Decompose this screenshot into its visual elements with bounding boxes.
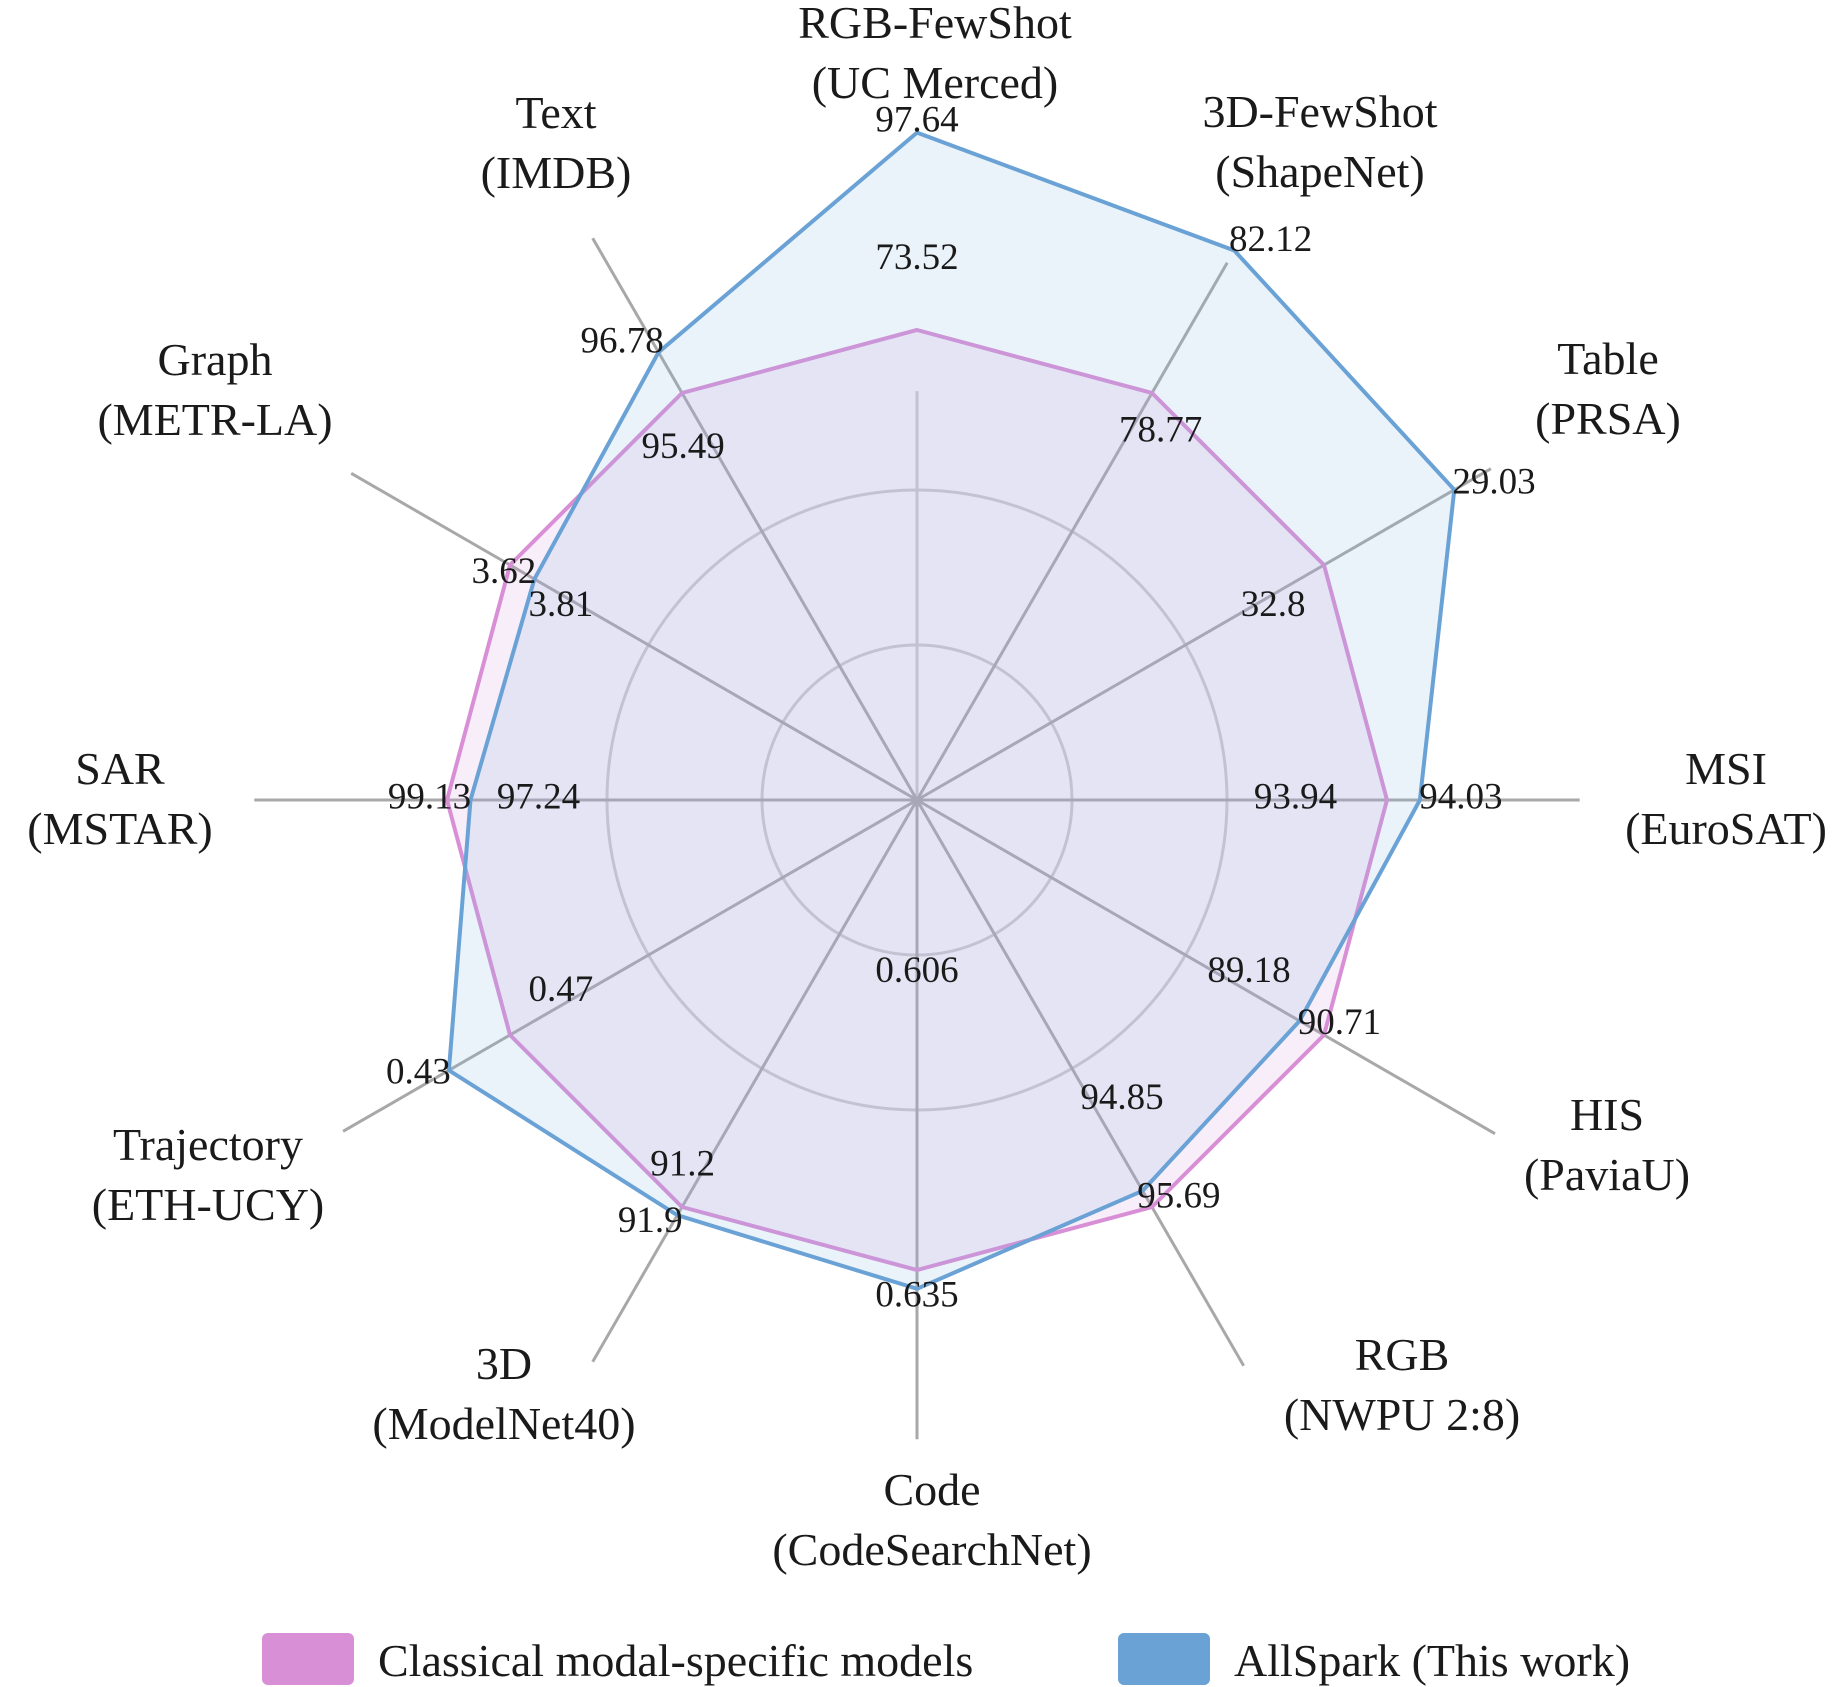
axis-label-msi: MSI (EuroSAT) xyxy=(1625,743,1827,854)
series-allspark-polygon xyxy=(446,130,1457,1291)
axis-label-3d: 3D (ModelNet40) xyxy=(372,1338,635,1449)
legend-swatch-classical xyxy=(262,1633,354,1685)
spoke-3d-fewshot xyxy=(915,261,1229,801)
legend-swatch-allspark xyxy=(1118,1633,1210,1685)
axis-label-table: Table (PRSA) xyxy=(1535,333,1681,444)
axis-label-text: Text (IMDB) xyxy=(481,87,632,198)
axis-label-his: HIS (PaviaU) xyxy=(1524,1089,1690,1200)
spoke-text xyxy=(591,237,919,801)
value-label-allspark-table: 29.03 xyxy=(1452,462,1535,503)
axis-label-graph: Graph (METR-LA) xyxy=(97,334,332,445)
value-labels: 73.52 97.64 78.77 82.12 32.8 29.03 93.94 94.03 8… xyxy=(386,100,1536,1316)
series-classical-polygon xyxy=(444,327,1390,1273)
value-label-allspark-rgb: 95.69 xyxy=(1137,1175,1220,1216)
axis-label-3d-fewshot: 3D-FewShot (ShapeNet) xyxy=(1202,86,1437,197)
value-label-classical-table: 32.8 xyxy=(1241,584,1306,625)
value-label-allspark-code: 0.635 xyxy=(875,1275,958,1316)
value-label-allspark-graph: 3.62 xyxy=(471,551,536,592)
chart-legend: Classical modal-specific models AllSpark… xyxy=(262,1633,1630,1686)
axis-labels: RGB-FewShot (UC Merced) 3D-FewShot (ShapeNe… xyxy=(27,0,1827,1575)
value-label-allspark-3d-fewshot: 82.12 xyxy=(1229,219,1312,260)
value-label-classical-trajectory: 0.47 xyxy=(528,969,593,1010)
spoke-graph xyxy=(350,472,918,802)
spoke-trajectory xyxy=(342,798,918,1133)
value-label-allspark-3d: 91.9 xyxy=(618,1200,683,1241)
value-label-classical-code: 0.606 xyxy=(875,950,958,991)
legend-label-classical: Classical modal-specific models xyxy=(378,1635,973,1686)
axis-label-sar: SAR (MSTAR) xyxy=(27,743,212,854)
value-label-classical-3d: 91.2 xyxy=(650,1144,715,1185)
legend-label-allspark: AllSpark (This work) xyxy=(1234,1635,1630,1686)
radar-spokes xyxy=(254,237,1580,1440)
value-label-allspark-rgb-fewshot: 97.64 xyxy=(875,100,958,141)
value-label-allspark-sar: 99.13 xyxy=(388,776,471,817)
axis-label-code: Code (CodeSearchNet) xyxy=(772,1464,1091,1575)
value-label-allspark-msi: 94.03 xyxy=(1419,776,1502,817)
spoke-table xyxy=(916,467,1492,802)
value-label-classical-text: 95.49 xyxy=(641,426,724,467)
value-label-allspark-text: 96.78 xyxy=(581,321,664,362)
value-label-classical-rgb: 94.85 xyxy=(1080,1077,1163,1118)
value-label-classical-his: 89.18 xyxy=(1207,950,1290,991)
axis-label-trajectory: Trajectory (ETH-UCY) xyxy=(92,1119,325,1230)
value-label-classical-graph: 3.81 xyxy=(528,584,593,625)
radar-series xyxy=(444,130,1457,1291)
spoke-his xyxy=(916,798,1496,1135)
axis-label-rgb-fewshot: RGB-FewShot (UC Merced) xyxy=(798,0,1072,108)
spoke-rgb xyxy=(915,799,1245,1367)
value-label-classical-3d-fewshot: 78.77 xyxy=(1119,409,1202,450)
axis-label-rgb: RGB (NWPU 2:8) xyxy=(1284,1329,1520,1440)
value-label-classical-sar: 97.24 xyxy=(497,776,580,817)
value-label-allspark-trajectory: 0.43 xyxy=(386,1051,451,1092)
value-label-classical-rgb-fewshot: 73.52 xyxy=(875,237,958,278)
value-label-classical-msi: 93.94 xyxy=(1254,776,1337,817)
value-label-allspark-his: 90.71 xyxy=(1298,1002,1381,1043)
spoke-3d xyxy=(591,799,919,1363)
